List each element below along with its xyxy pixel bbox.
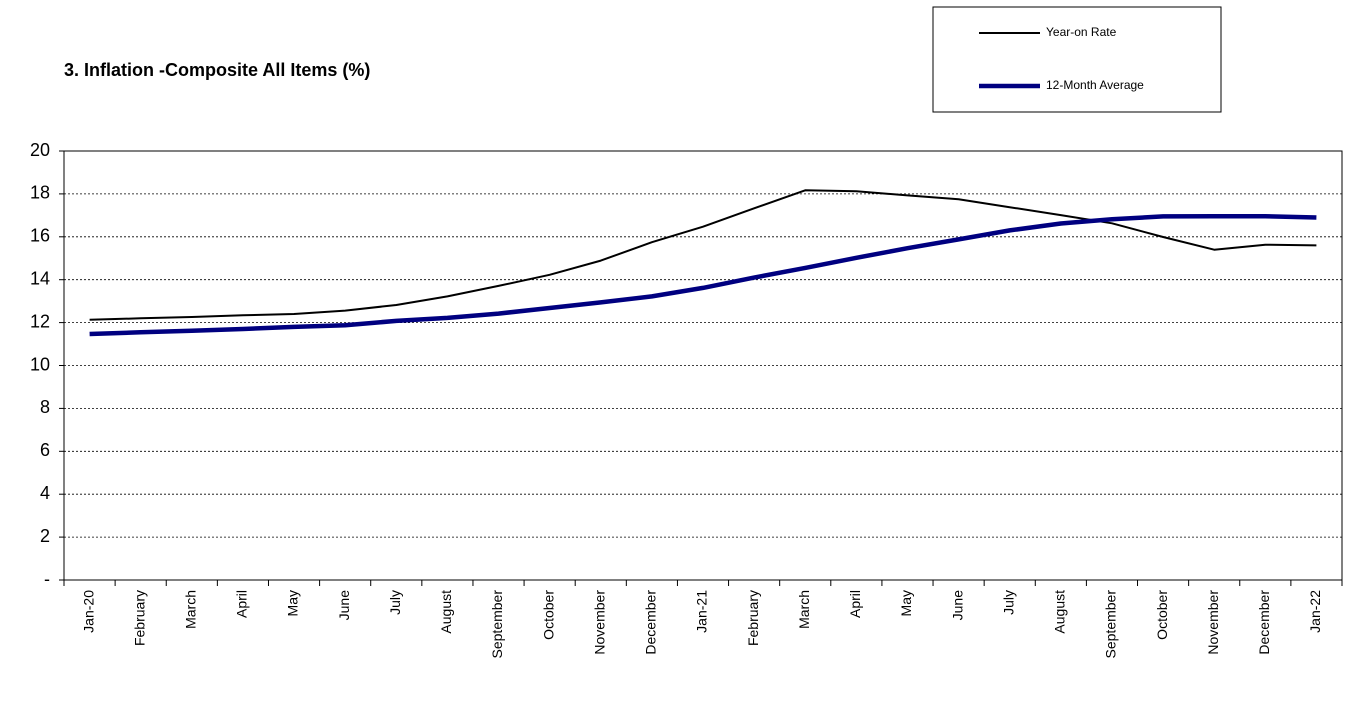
x-tick-label: December <box>1256 590 1272 655</box>
x-tick-label: February <box>745 590 761 646</box>
series-line <box>89 189 1317 321</box>
legend-box <box>932 6 1222 113</box>
plot-area <box>63 150 1343 581</box>
x-tick-label: May <box>898 590 914 616</box>
x-tick-label: November <box>1205 590 1221 655</box>
x-tick-label: November <box>591 590 607 655</box>
x-tick-label: July <box>1000 590 1016 615</box>
x-tick-label: March <box>796 590 812 629</box>
x-tick-label: September <box>489 590 505 659</box>
chart-title: 3. Inflation -Composite All Items (%) <box>64 60 370 80</box>
legend-label: Year-on Rate <box>1046 25 1117 39</box>
y-tick-label: 2 <box>40 526 50 546</box>
y-tick-label: 8 <box>40 397 50 417</box>
x-tick-label: October <box>1154 590 1170 640</box>
x-tick-label: February <box>131 590 147 646</box>
x-tick-label: April <box>234 590 250 618</box>
y-tick-label: - <box>44 569 50 589</box>
x-tick-label: August <box>438 590 454 634</box>
x-tick-label: May <box>285 590 301 616</box>
x-tick-label: March <box>183 590 199 629</box>
x-tick-label: August <box>1052 590 1068 634</box>
y-tick-label: 12 <box>30 311 50 331</box>
y-tick-label: 16 <box>30 226 50 246</box>
x-tick-label: April <box>847 590 863 618</box>
x-tick-label: September <box>1103 590 1119 659</box>
x-tick-label: Jan-20 <box>80 590 96 633</box>
y-tick-label: 10 <box>30 354 50 374</box>
x-tick-label: Jan-21 <box>694 590 710 633</box>
x-tick-label: June <box>949 590 965 621</box>
x-tick-label: June <box>336 590 352 621</box>
series-line <box>89 213 1317 337</box>
x-tick-label: December <box>643 590 659 655</box>
y-tick-label: 20 <box>30 140 50 160</box>
legend-label: 12-Month Average <box>1046 78 1144 92</box>
y-tick-label: 4 <box>40 483 50 503</box>
y-tick-label: 18 <box>30 183 50 203</box>
x-tick-label: October <box>540 590 556 640</box>
x-tick-label: Jan-22 <box>1307 590 1323 633</box>
x-tick-label: July <box>387 590 403 615</box>
y-tick-label: 6 <box>40 440 50 460</box>
y-tick-label: 14 <box>30 268 50 288</box>
